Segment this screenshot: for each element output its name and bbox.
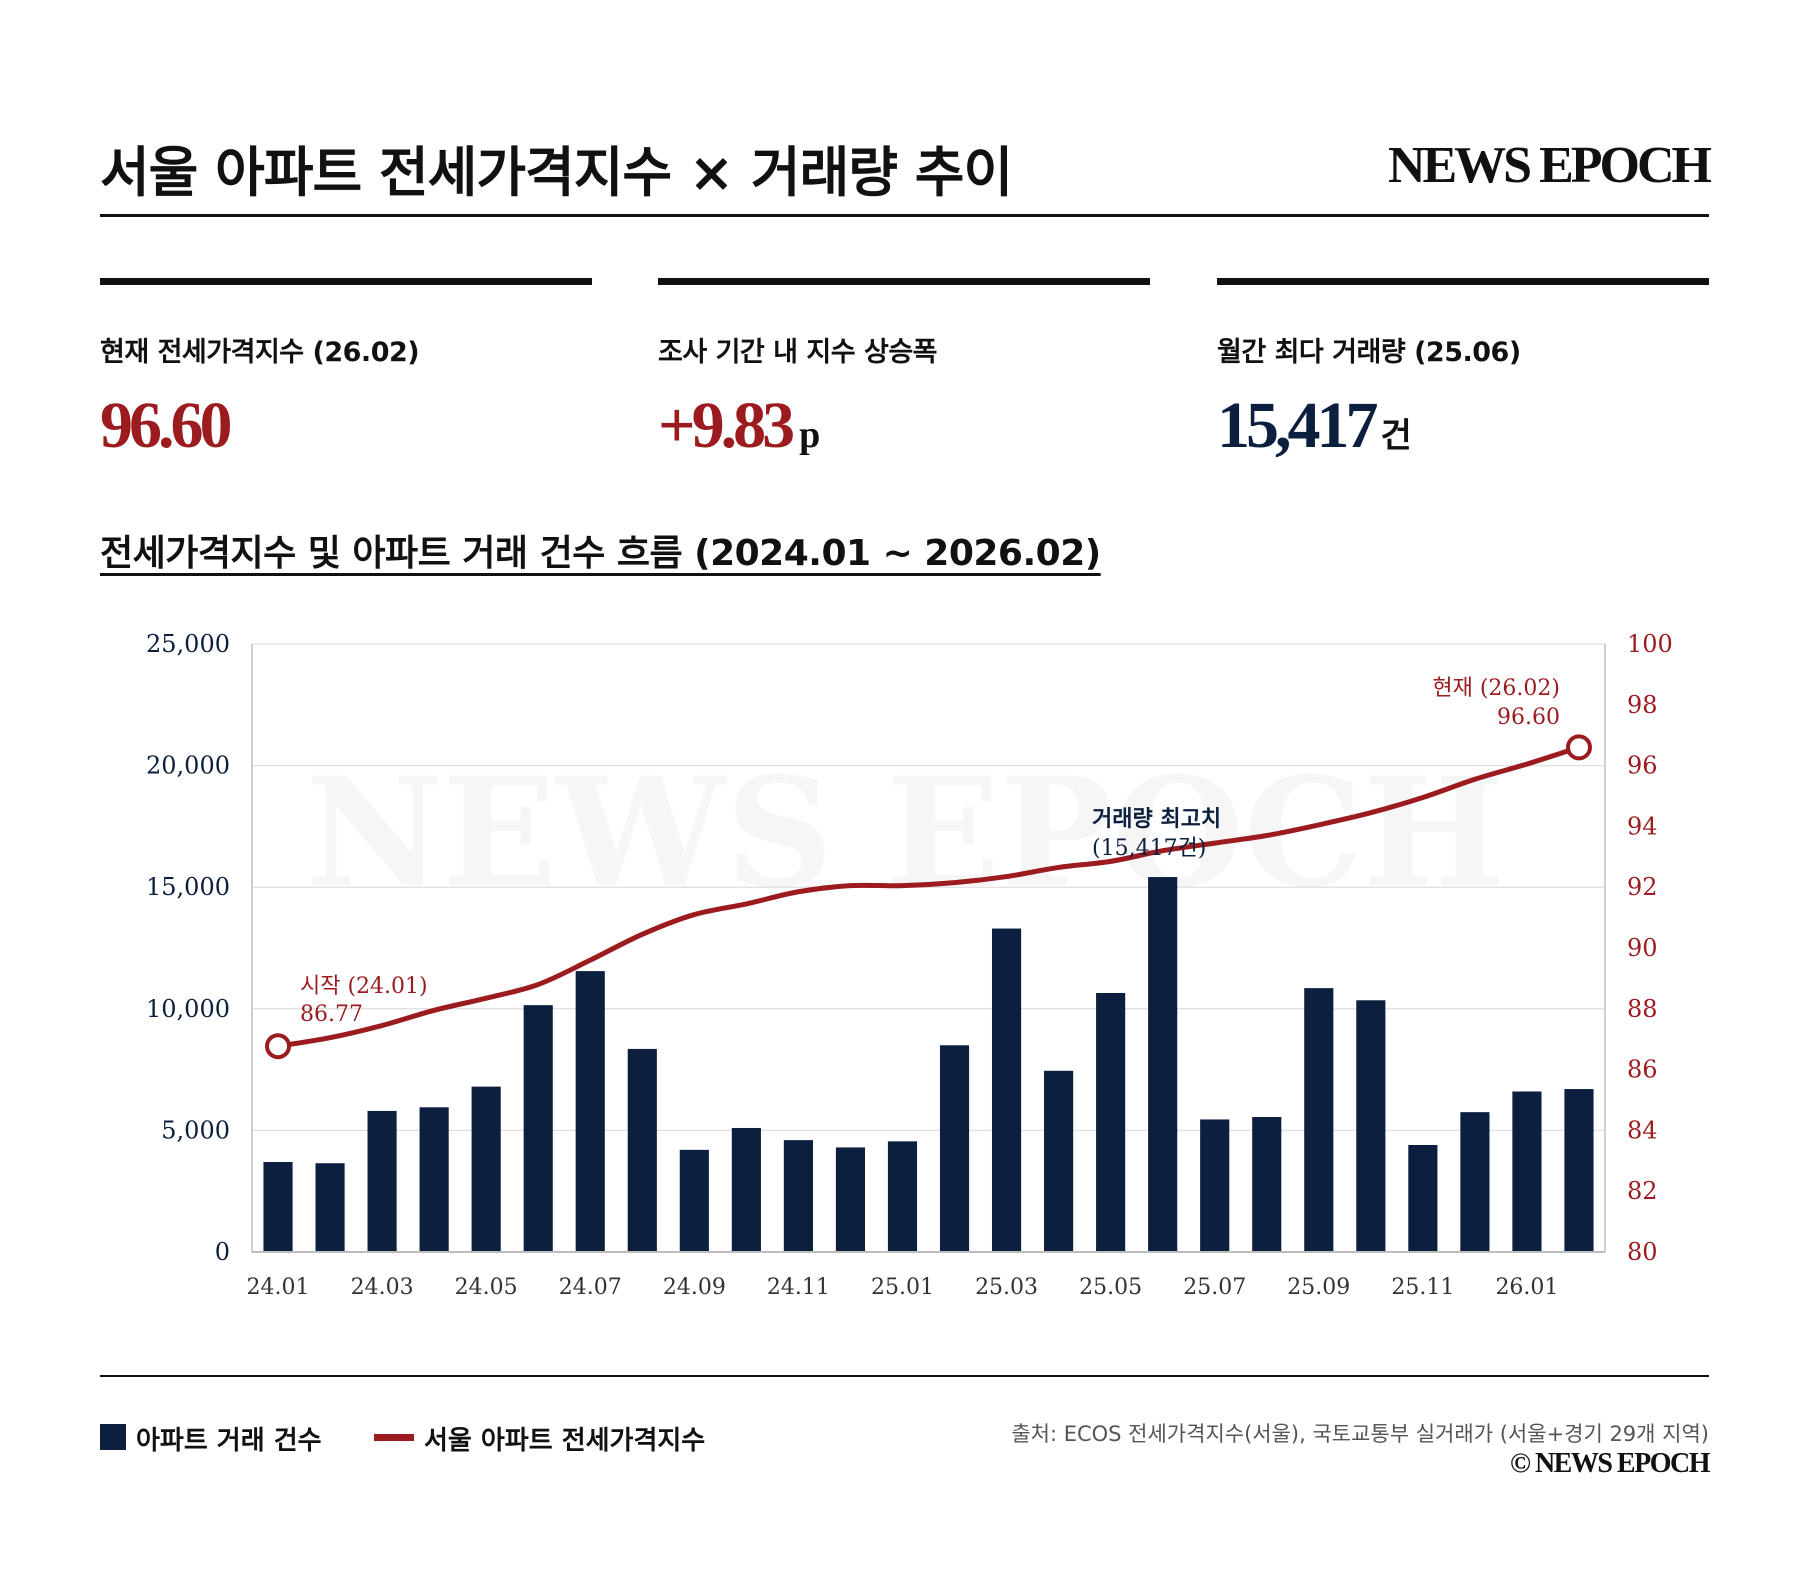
legend-line-label: 서울 아파트 전세가격지수 — [424, 1426, 706, 1456]
y-right-tick-label: 90 — [1627, 934, 1658, 962]
x-tick-label: 25.09 — [1287, 1275, 1350, 1300]
y-left-tick-label: 0 — [215, 1238, 230, 1266]
y-left-tick-label: 15,000 — [146, 873, 230, 901]
current-annotation-label: 현재 (26.02) — [1432, 676, 1560, 701]
chart-section-title: 전세가격지수 및 아파트 거래 건수 흐름 (2024.01 ~ 2026.02… — [100, 533, 1101, 574]
y-right-tick-label: 84 — [1627, 1116, 1658, 1144]
x-tick-label: 25.07 — [1183, 1275, 1246, 1300]
x-tick-label: 24.07 — [559, 1275, 622, 1300]
bar-25.12 — [1460, 1112, 1490, 1252]
bar-24.01 — [263, 1162, 293, 1252]
bar-26.02 — [1564, 1089, 1594, 1252]
x-tick-label: 24.11 — [767, 1275, 830, 1300]
start-point-marker — [265, 1033, 292, 1060]
start-annotation-value: 86.77 — [300, 1002, 363, 1027]
x-tick-label: 24.05 — [455, 1275, 518, 1300]
y-right-tick-label: 100 — [1627, 630, 1673, 658]
kpi-2-bar — [658, 278, 1150, 285]
y-right-tick-label: 86 — [1627, 1056, 1658, 1084]
bar-24.05 — [471, 1086, 501, 1252]
kpi-3-number: 15,417 — [1217, 389, 1378, 462]
bar-25.05 — [1096, 992, 1126, 1252]
bar-25.02 — [939, 1045, 970, 1252]
y-right-tick-label: 98 — [1627, 691, 1658, 719]
x-tick-label: 24.01 — [247, 1275, 310, 1300]
kpi-1-label: 현재 전세가격지수 (26.02) — [100, 337, 420, 368]
current-annotation-value: 96.60 — [1497, 705, 1560, 730]
x-tick-label: 25.11 — [1391, 1275, 1454, 1300]
bar-25.06 — [1148, 877, 1178, 1252]
bar-24.08 — [627, 1048, 657, 1252]
bar-25.10 — [1356, 1000, 1386, 1252]
peak-annotation-label: 거래량 최고치 — [1092, 806, 1221, 832]
bar-24.07 — [575, 971, 605, 1252]
page-title: 서울 아파트 전세가격지수 × 거래량 추이 — [100, 141, 1013, 204]
bar-25.11 — [1408, 1144, 1438, 1252]
y-right-tick-label: 94 — [1627, 812, 1658, 840]
chart-watermark: NEWS EPOCH — [305, 745, 1504, 921]
combo-chart: NEWS EPOCH 0 5,000 10,000 15,000 20,000 25,00… — [146, 630, 1673, 1300]
y-right-tick-label: 82 — [1627, 1177, 1658, 1205]
y-left-tick-label: 5,000 — [161, 1116, 230, 1144]
bar-26.01 — [1512, 1091, 1542, 1252]
brand-logo: NEWS EPOCH — [1387, 137, 1712, 194]
kpi-1-value: 96.60 — [100, 388, 232, 464]
current-point-marker — [1565, 734, 1592, 761]
x-tick-label: 26.01 — [1495, 1275, 1558, 1300]
x-tick-label: 24.03 — [351, 1275, 414, 1300]
kpi-2-unit: p — [799, 414, 821, 456]
legend-line-swatch — [374, 1434, 414, 1441]
kpi-2-number: +9.83 — [658, 389, 795, 462]
x-tick-label: 24.09 — [663, 1275, 726, 1300]
x-tick-label: 25.01 — [871, 1275, 934, 1300]
bar-24.09 — [679, 1149, 709, 1252]
index-line — [275, 744, 1582, 1049]
kpi-3-value: 15,417 건 — [1217, 388, 1412, 474]
kpi-1-number: 96.60 — [100, 389, 232, 462]
kpi-3-unit: 건 — [1380, 416, 1412, 456]
bar-24.12 — [835, 1147, 866, 1252]
bar-24.03 — [367, 1110, 397, 1252]
bar-24.06 — [523, 1005, 553, 1252]
x-tick-label: 25.05 — [1079, 1275, 1142, 1300]
kpi-3-label: 월간 최다 거래량 (25.06) — [1217, 337, 1521, 368]
kpi-2-label: 조사 기간 내 지수 상승폭 — [658, 337, 938, 368]
y-left-tick-label: 10,000 — [146, 995, 230, 1023]
y-right-tick-label: 80 — [1627, 1238, 1658, 1266]
legend-bar-label: 아파트 거래 건수 — [136, 1426, 322, 1456]
bar-24.02 — [315, 1163, 345, 1252]
bar-24.10 — [731, 1127, 761, 1252]
x-tick-label: 25.03 — [975, 1275, 1038, 1300]
peak-annotation-value: (15,417건) — [1092, 836, 1206, 861]
y-right-tick-label: 92 — [1627, 873, 1658, 901]
bar-25.04 — [1044, 1070, 1074, 1252]
start-annotation-label: 시작 (24.01) — [300, 974, 428, 999]
bar-25.03 — [991, 928, 1022, 1252]
bar-24.04 — [419, 1107, 449, 1252]
y-left-tick-label: 25,000 — [146, 630, 230, 658]
bar-25.08 — [1252, 1117, 1282, 1252]
y-right-tick-label: 96 — [1627, 752, 1658, 780]
copyright: © NEWS EPOCH — [1510, 1448, 1710, 1479]
kpi-3-bar — [1217, 278, 1709, 285]
y-left-tick-label: 20,000 — [146, 752, 230, 780]
source-note: 출처: ECOS 전세가격지수(서울), 국토교통부 실거래가 (서울+경기 2… — [1011, 1422, 1709, 1446]
bar-25.01 — [887, 1141, 918, 1252]
legend-bar-swatch — [100, 1424, 126, 1450]
y-right-tick-label: 88 — [1627, 995, 1658, 1023]
kpi-1-bar — [100, 278, 592, 285]
bar-24.11 — [783, 1140, 813, 1252]
footer-divider — [100, 1375, 1709, 1377]
kpi-2-value: +9.83 p — [658, 388, 820, 473]
bar-25.09 — [1304, 988, 1334, 1252]
header-divider — [100, 214, 1709, 217]
bar-25.07 — [1200, 1119, 1230, 1252]
